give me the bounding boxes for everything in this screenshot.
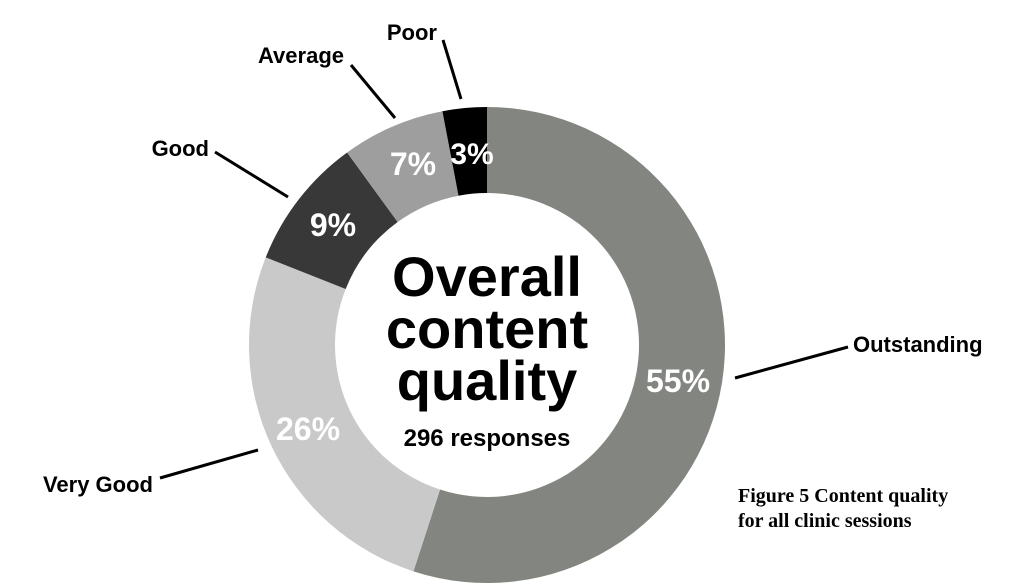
value-label-outstanding: 55% [646,363,710,399]
slice-good [265,152,398,290]
slice-outstanding [413,107,725,583]
value-label-average: 7% [390,146,436,182]
category-label-very-good: Very Good [43,472,153,497]
slice-poor [442,107,487,196]
center-title-line-2: content [386,297,588,360]
category-label-good: Good [152,136,209,161]
value-label-poor: 3% [450,138,493,171]
center-title-line-3: quality [397,349,577,412]
category-label-average: Average [258,43,344,68]
category-label-outstanding: Outstanding [853,332,983,357]
value-label-good: 9% [310,207,356,243]
leader-line-average [349,64,397,119]
category-labels-layer: Outstanding Very Good Good Average Poor [43,20,983,497]
slices-layer [248,107,725,583]
slice-very-good [248,257,441,572]
leader-line-very-good [159,448,259,480]
value-labels-layer: 55% 26% 9% 7% 3% [276,138,710,447]
category-label-poor: Poor [387,20,438,45]
figure-caption-line-1: Figure 5 Content quality [738,485,949,507]
leader-line-outstanding [734,345,849,380]
slice-average [347,111,459,223]
figure-caption-line-2: for all clinic sessions [738,510,912,532]
figure-caption: Figure 5 Content quality for all clinic … [738,484,1008,534]
leader-lines-layer [159,39,849,480]
leader-line-poor [441,39,463,100]
value-label-very-good: 26% [276,411,340,447]
center-subtitle: 296 responses [404,425,571,452]
leader-line-good [214,150,289,199]
center-title-line-1: Overall [392,245,582,308]
